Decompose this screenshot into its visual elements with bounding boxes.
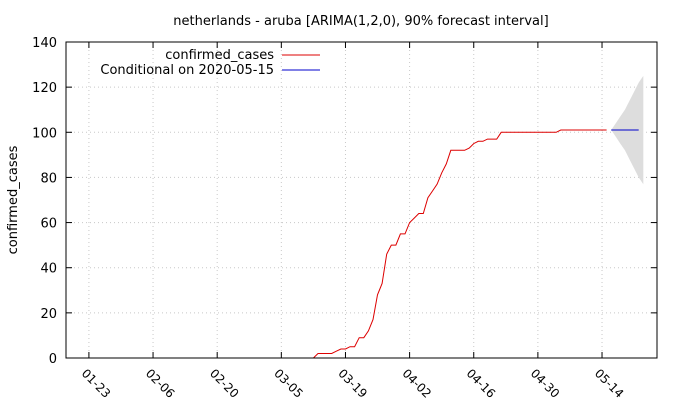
grid <box>66 42 657 358</box>
y-tick-label: 140 <box>32 36 57 51</box>
x-tick-label: 01-23 <box>79 366 114 400</box>
y-tick-label: 100 <box>32 126 57 141</box>
x-tick-label: 04-30 <box>528 366 563 400</box>
y-axis-label: confirmed_cases <box>6 145 21 254</box>
axis-ticks: 0 20 40 60 80 100 120 140 01-23 02-06 02-20 03-05 03… <box>32 36 657 400</box>
x-tick-label: 05-14 <box>592 366 627 400</box>
confirmed-cases-line <box>84 129 607 359</box>
y-tick-label: 20 <box>40 307 57 322</box>
legend-label: Conditional on 2020-05-15 <box>100 63 274 78</box>
y-tick-label: 0 <box>49 352 57 367</box>
legend-label: confirmed_cases <box>165 48 274 63</box>
y-tick-label: 40 <box>40 262 57 277</box>
chart-title: netherlands - aruba [ARIMA(1,2,0), 90% f… <box>173 14 548 29</box>
y-tick-label: 80 <box>40 171 57 186</box>
series-lines <box>84 129 639 359</box>
x-tick-label: 02-06 <box>143 366 178 400</box>
y-tick-label: 120 <box>32 81 57 96</box>
plot-frame <box>65 41 658 359</box>
x-tick-label: 04-02 <box>399 366 434 400</box>
x-tick-label: 03-05 <box>271 366 306 400</box>
x-tick-label: 04-16 <box>464 366 499 400</box>
y-tick-label: 60 <box>40 217 57 232</box>
x-tick-label: 02-20 <box>207 366 242 400</box>
x-tick-label: 03-19 <box>335 366 370 400</box>
